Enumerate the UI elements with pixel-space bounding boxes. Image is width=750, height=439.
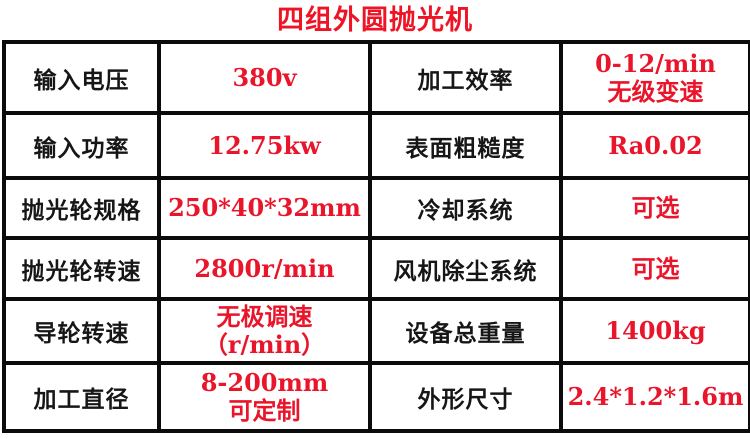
spec-label-dust-removal-system: 风机除尘系统 (368, 236, 563, 301)
spec-label-processing-efficiency: 加工效率 (368, 40, 563, 115)
spec-value-wheel-speed: 2800r/min (157, 236, 372, 301)
spec-label-input-voltage: 输入电压 (2, 40, 161, 115)
spec-label-cooling-system: 冷却系统 (368, 176, 563, 240)
spec-value-input-power: 12.75kw (157, 111, 372, 180)
spec-label-total-weight: 设备总重量 (368, 297, 563, 365)
page-title: 四组外圆抛光机 (277, 5, 473, 36)
spec-label-wheel-size: 抛光轮规格 (2, 176, 161, 240)
spec-label-overall-dimensions: 外形尺寸 (368, 361, 563, 433)
spec-label-processing-diameter: 加工直径 (2, 361, 161, 433)
table-row: 抛光轮转速 2800r/min 风机除尘系统 可选 (2, 236, 750, 301)
table-row: 抛光轮规格 250*40*32mm 冷却系统 可选 (2, 176, 750, 240)
spec-label-guide-wheel-speed: 导轮转速 (2, 297, 161, 365)
table-row: 加工直径 8-200mm 可定制 外形尺寸 2.4*1.2*1.6m (2, 361, 750, 433)
spec-label-wheel-speed: 抛光轮转速 (2, 236, 161, 301)
spec-value-processing-diameter: 8-200mm 可定制 (157, 361, 372, 433)
spec-value-total-weight: 1400kg (559, 297, 750, 365)
spec-table: 输入电压 380v 加工效率 0-12/min 无级变速 输入功率 12.75k… (2, 40, 750, 433)
table-row: 输入电压 380v 加工效率 0-12/min 无级变速 (2, 40, 750, 115)
table-row: 输入功率 12.75kw 表面粗糙度 Ra0.02 (2, 111, 750, 180)
spec-value-overall-dimensions: 2.4*1.2*1.6m (559, 361, 750, 433)
spec-value-input-voltage: 380v (157, 40, 372, 115)
spec-value-processing-efficiency: 0-12/min 无级变速 (559, 40, 750, 115)
spec-value-dust-removal-system: 可选 (559, 236, 750, 301)
spec-value-surface-roughness: Ra0.02 (559, 111, 750, 180)
spec-value-cooling-system: 可选 (559, 176, 750, 240)
table-row: 导轮转速 无极调速（r/min） 设备总重量 1400kg (2, 297, 750, 365)
spec-value-guide-wheel-speed: 无极调速（r/min） (157, 297, 372, 365)
spec-label-input-power: 输入功率 (2, 111, 161, 180)
spec-label-surface-roughness: 表面粗糙度 (368, 111, 563, 180)
spec-value-wheel-size: 250*40*32mm (157, 176, 372, 240)
